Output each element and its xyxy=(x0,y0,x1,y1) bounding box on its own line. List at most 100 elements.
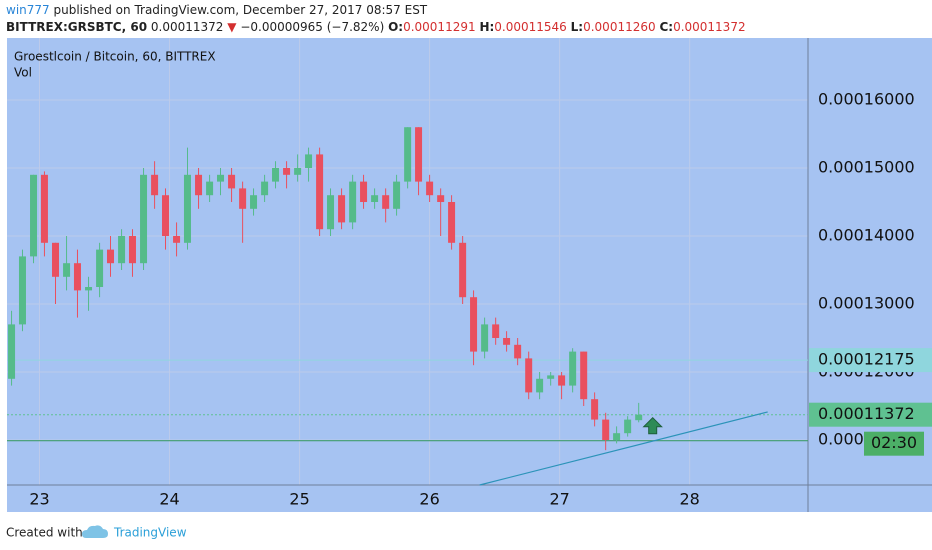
candle-body xyxy=(140,174,148,264)
candle-body xyxy=(30,174,38,257)
x-tick-label: 24 xyxy=(159,490,179,509)
h-value: 0.00011546 xyxy=(494,20,567,34)
candle-body xyxy=(272,168,280,182)
candle-body xyxy=(547,375,555,379)
price-label-box xyxy=(809,348,932,373)
candle-body xyxy=(195,174,203,196)
candle-body xyxy=(481,324,489,352)
published-line: win777 published on TradingView.com, Dec… xyxy=(6,3,428,17)
x-tick-label: 23 xyxy=(29,490,49,509)
arrow-up-icon xyxy=(642,416,663,435)
candle-body xyxy=(162,195,170,237)
candle-body xyxy=(393,181,401,209)
candle-body xyxy=(63,263,71,277)
candle-body xyxy=(437,195,445,203)
l-label: L: xyxy=(571,20,583,34)
candle-body xyxy=(503,337,511,345)
candle-body xyxy=(426,181,434,196)
candle-body xyxy=(360,181,368,203)
h-label: H: xyxy=(479,20,494,34)
candle-body xyxy=(404,127,412,182)
candle-body xyxy=(624,419,632,434)
volume-label: Vol xyxy=(14,66,32,80)
candle-body xyxy=(40,174,48,243)
candle-body xyxy=(183,174,191,243)
candle-body xyxy=(18,256,26,325)
candle-body xyxy=(591,399,599,420)
y-tick-label: 0.00014000 xyxy=(818,226,915,245)
price-label-box xyxy=(809,402,932,427)
candle-body xyxy=(206,181,214,196)
footer: Created with TradingView xyxy=(6,525,187,540)
candle-body xyxy=(228,174,236,189)
candle-body xyxy=(118,236,126,264)
candle-body xyxy=(151,174,159,196)
candle-body xyxy=(217,174,225,182)
candle-body xyxy=(294,168,302,175)
arrow: ▼ xyxy=(227,20,237,34)
y-tick-label: 0.00016000 xyxy=(818,90,915,109)
candle-body xyxy=(250,195,258,209)
last: 0.00011372 xyxy=(151,20,224,34)
candle-body xyxy=(602,419,610,440)
candle-body xyxy=(382,195,390,209)
candle-body xyxy=(580,351,588,400)
candle-body xyxy=(52,242,60,277)
candle-body xyxy=(283,168,291,175)
candle-body xyxy=(415,127,423,182)
candle-body xyxy=(569,351,577,386)
x-tick-label: 26 xyxy=(419,490,439,509)
y-tick-label: 0.00013000 xyxy=(818,293,915,312)
candle-body xyxy=(85,286,93,291)
candle-body xyxy=(492,324,500,338)
c-value: 0.00011372 xyxy=(673,20,746,34)
candle-body xyxy=(349,181,357,223)
chart-title: Groestlcoin / Bitcoin, 60, BITTREX xyxy=(14,50,216,64)
x-tick-label: 27 xyxy=(549,490,569,509)
published: published on TradingView.com, December 2… xyxy=(54,3,428,17)
x-tick-label: 28 xyxy=(679,490,699,509)
l-value: 0.00011260 xyxy=(583,20,656,34)
candle-body xyxy=(558,375,566,386)
candle-body xyxy=(448,202,456,243)
y-tick-label: 0.00015000 xyxy=(818,158,915,177)
candle-body xyxy=(635,414,643,421)
plot: 0.000110000.000120000.000130000.00014000… xyxy=(7,38,932,512)
candle-body xyxy=(128,236,136,264)
countdown: 02:30 xyxy=(871,433,917,452)
candle-body xyxy=(525,358,533,393)
x-tick-label: 25 xyxy=(289,490,309,509)
symbol: BITTREX:GRSBTC, 60 xyxy=(6,20,147,34)
candle-body xyxy=(96,249,104,287)
author[interactable]: win777 xyxy=(6,3,50,17)
brand[interactable]: TradingView xyxy=(113,526,187,540)
candle-body xyxy=(261,181,269,196)
candle-body xyxy=(8,324,16,379)
chart-background xyxy=(7,38,932,512)
candle-body xyxy=(316,154,324,230)
change: −0.00000965 (−7.82%) xyxy=(240,20,384,34)
o-label: O: xyxy=(388,20,403,34)
candle-body xyxy=(613,433,621,440)
price-label: 0.00011372 xyxy=(818,404,915,423)
countdown-box xyxy=(864,431,924,456)
candle-body xyxy=(338,195,346,223)
candle-body xyxy=(327,195,335,230)
candle-body xyxy=(73,263,81,291)
quote-line: BITTREX:GRSBTC, 60 0.00011372 ▼ −0.00000… xyxy=(6,20,746,34)
candle-body xyxy=(459,242,467,298)
candle-body xyxy=(107,249,115,264)
created-with: Created with xyxy=(6,526,83,540)
candle-body xyxy=(305,154,313,169)
candle-body xyxy=(536,378,544,393)
candle-body xyxy=(514,344,522,359)
candle-body xyxy=(239,188,247,209)
o-value: 0.00011291 xyxy=(403,20,476,34)
candle-body xyxy=(371,195,379,203)
trend-line xyxy=(479,411,768,486)
c-label: C: xyxy=(659,20,673,34)
candle-body xyxy=(470,297,478,352)
price-label: 0.00012175 xyxy=(818,350,915,369)
logo xyxy=(82,525,108,538)
